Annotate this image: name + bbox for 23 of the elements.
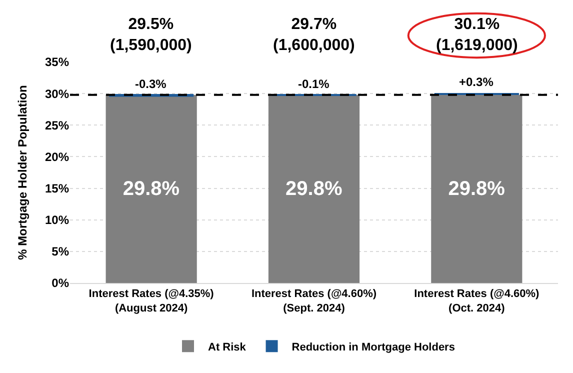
x-tick-label: Interest Rates (@4.35%) (August 2024) xyxy=(88,288,214,314)
y-tick-label: 25% xyxy=(44,118,70,132)
x-tick-label: Interest Rates (@4.60%) (Oct. 2024) xyxy=(414,288,540,314)
data-label: -0.3% xyxy=(135,77,167,91)
y-tick-label: 5% xyxy=(52,244,70,259)
legend-label: At Risk xyxy=(208,341,247,354)
y-tick-label: 20% xyxy=(44,150,70,164)
y-tick-label: 30% xyxy=(44,86,70,101)
y-tick-label: 10% xyxy=(44,213,70,228)
y-tick-label: 0% xyxy=(52,276,70,290)
data-label: -0.1% xyxy=(298,77,330,91)
y-axis-title: % Mortgage Holder Population xyxy=(15,85,30,260)
total-label: 30.1% (1,619,000) xyxy=(436,16,518,54)
y-tick-label: 15% xyxy=(44,181,70,196)
total-label: 29.5% (1,590,000) xyxy=(110,16,192,54)
data-label: 29.8% xyxy=(448,178,506,200)
data-label: 29.8% xyxy=(286,178,342,200)
x-tick-label: Interest Rates (@4.60%) (Sept. 2024) xyxy=(251,288,377,314)
data-label: 29.8% xyxy=(122,178,180,200)
y-tick-label: 35% xyxy=(44,55,70,70)
legend-label: Reduction in Mortgage Holders xyxy=(292,341,455,354)
data-label: +0.3% xyxy=(459,75,494,89)
total-label: 29.7% (1,600,000) xyxy=(273,16,355,54)
